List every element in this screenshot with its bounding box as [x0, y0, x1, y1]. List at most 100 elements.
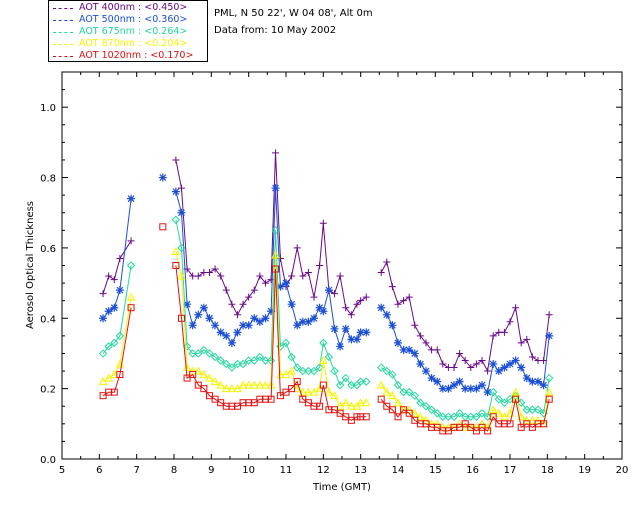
data-point: [105, 272, 113, 280]
data-point: [217, 272, 225, 280]
data-point: [382, 387, 392, 396]
legend-swatch: [53, 56, 73, 57]
data-point: [467, 423, 475, 431]
data-point: [319, 307, 328, 316]
series-line: [175, 265, 367, 421]
legend-label: AOT 400nm : <0.450>: [79, 2, 188, 13]
data-point: [461, 384, 470, 393]
data-point: [304, 399, 312, 407]
y-tick-label: 0.4: [40, 314, 56, 325]
data-point: [99, 290, 107, 298]
legend-swatch: [53, 32, 73, 33]
data-point: [216, 328, 225, 337]
data-point: [222, 331, 231, 340]
data-point: [362, 377, 371, 386]
data-point: [449, 412, 459, 421]
data-point: [272, 265, 280, 273]
data-point: [211, 395, 219, 403]
data-point: [324, 286, 333, 295]
data-point: [221, 384, 231, 393]
data-point: [276, 370, 285, 379]
x-tick-label: 17: [504, 465, 517, 476]
legend-entry-500nm: AOT 500nm : <0.360>: [49, 14, 209, 26]
data-point: [341, 324, 350, 333]
x-tick-label: 19: [578, 465, 591, 476]
data-point: [352, 335, 361, 344]
data-point: [199, 345, 209, 355]
data-point: [377, 395, 385, 403]
data-point: [489, 413, 497, 421]
data-point: [271, 184, 280, 193]
data-point: [282, 388, 290, 396]
data-point: [444, 384, 453, 393]
data-point: [512, 395, 520, 403]
data-point: [346, 401, 356, 410]
data-point: [177, 243, 186, 253]
data-point: [244, 380, 254, 389]
data-point: [506, 318, 514, 326]
data-point: [544, 387, 554, 396]
data-point: [109, 370, 119, 379]
data-point: [276, 392, 284, 400]
data-point: [410, 408, 420, 417]
series-line: [102, 297, 132, 383]
data-point: [267, 307, 276, 316]
data-point: [316, 262, 324, 269]
data-point: [528, 405, 537, 414]
data-point: [500, 363, 509, 372]
data-point: [210, 377, 220, 386]
data-point: [494, 394, 504, 404]
data-point: [404, 387, 414, 397]
data-point: [239, 300, 247, 308]
data-point: [182, 362, 192, 372]
data-point: [522, 405, 532, 414]
series-aot-1020nm: [99, 223, 553, 435]
data-point: [517, 339, 525, 347]
data-point: [416, 360, 425, 369]
data-point: [388, 370, 397, 379]
data-point: [172, 156, 180, 164]
data-point: [478, 381, 486, 390]
series-line: [102, 240, 132, 294]
data-point: [276, 254, 284, 262]
data-point: [319, 338, 328, 348]
plot-frame: [61, 71, 623, 460]
y-tick-label: 0.6: [40, 244, 56, 255]
data-point: [298, 366, 308, 376]
data-point: [444, 412, 453, 421]
data-point: [177, 184, 185, 192]
data-point: [282, 279, 290, 288]
data-point: [222, 359, 231, 369]
data-point: [261, 314, 270, 323]
series-aot-400nm: [99, 149, 553, 375]
data-point: [199, 303, 208, 312]
x-tick-label: 9: [208, 465, 214, 476]
data-point: [104, 342, 113, 351]
data-point: [249, 380, 259, 389]
data-point: [205, 349, 214, 358]
data-point: [177, 314, 185, 322]
data-point: [410, 391, 420, 400]
data-point: [523, 335, 531, 343]
x-tick-label: 7: [133, 465, 139, 476]
legend-label: AOT 870nm : <0.204>: [79, 38, 188, 49]
data-point: [330, 324, 339, 333]
data-point: [331, 290, 339, 298]
legend-label: AOT 500nm : <0.360>: [79, 14, 188, 25]
data-point: [394, 413, 402, 421]
data-point: [388, 321, 397, 330]
data-point: [522, 374, 531, 383]
data-point: [528, 423, 536, 431]
data-point: [245, 293, 253, 301]
x-tick-label: 16: [466, 465, 479, 476]
data-point: [210, 352, 220, 362]
data-point: [255, 380, 265, 389]
data-point: [422, 339, 430, 347]
data-point: [244, 356, 253, 365]
data-point: [484, 427, 492, 435]
data-point: [477, 409, 487, 418]
data-point: [330, 391, 339, 400]
data-point: [304, 317, 313, 326]
series-line: [175, 152, 367, 316]
data-point: [483, 388, 492, 397]
